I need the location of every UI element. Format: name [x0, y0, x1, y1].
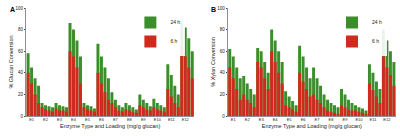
svg-text:% Glucan Conversion: % Glucan Conversion: [8, 35, 14, 88]
svg-text:A: A: [10, 6, 15, 13]
svg-text:20: 20: [18, 92, 24, 97]
svg-text:E5: E5: [287, 117, 293, 122]
svg-text:E4: E4: [273, 117, 279, 122]
svg-text:E9: E9: [343, 117, 349, 122]
svg-text:40: 40: [220, 70, 226, 75]
svg-text:E6: E6: [301, 117, 307, 122]
svg-text:6 h: 6 h: [372, 38, 379, 44]
svg-text:20: 20: [220, 92, 226, 97]
svg-text:% Xylan Conversion: % Xylan Conversion: [210, 37, 216, 87]
svg-text:100: 100: [217, 6, 225, 11]
svg-text:E3: E3: [57, 117, 63, 122]
svg-text:E5: E5: [85, 117, 91, 122]
svg-text:E1: E1: [231, 117, 237, 122]
svg-text:Enzyme Type and Loading (mg/g: Enzyme Type and Loading (mg/g glucan): [60, 123, 160, 129]
svg-text:E7: E7: [113, 117, 119, 122]
svg-text:80: 80: [18, 27, 24, 32]
svg-text:E2: E2: [245, 117, 251, 122]
svg-text:B: B: [211, 6, 216, 13]
svg-text:24 h: 24 h: [170, 19, 180, 25]
svg-text:E8: E8: [127, 117, 133, 122]
svg-text:E8: E8: [329, 117, 335, 122]
svg-text:24 h: 24 h: [372, 19, 382, 25]
svg-text:E9: E9: [141, 117, 147, 122]
svg-text:E1: E1: [29, 117, 35, 122]
svg-text:40: 40: [18, 70, 24, 75]
svg-text:60: 60: [18, 49, 24, 54]
svg-text:100: 100: [15, 6, 23, 11]
svg-text:80: 80: [220, 27, 226, 32]
svg-text:E11: E11: [370, 117, 378, 122]
svg-text:E11: E11: [168, 117, 176, 122]
svg-text:0: 0: [20, 114, 23, 119]
svg-text:E12: E12: [182, 117, 190, 122]
svg-text:E7: E7: [315, 117, 321, 122]
svg-text:E10: E10: [154, 117, 162, 122]
svg-text:E6: E6: [99, 117, 105, 122]
svg-text:E12: E12: [383, 117, 391, 122]
svg-text:6 h: 6 h: [170, 38, 177, 44]
svg-text:60: 60: [220, 49, 226, 54]
svg-text:E10: E10: [355, 117, 363, 122]
svg-text:E4: E4: [71, 117, 77, 122]
svg-text:E2: E2: [43, 117, 49, 122]
svg-text:Enzyme Type and Loading (mg/g: Enzyme Type and Loading (mg/g glucan): [262, 123, 362, 129]
svg-text:0: 0: [222, 114, 225, 119]
svg-text:E3: E3: [259, 117, 265, 122]
